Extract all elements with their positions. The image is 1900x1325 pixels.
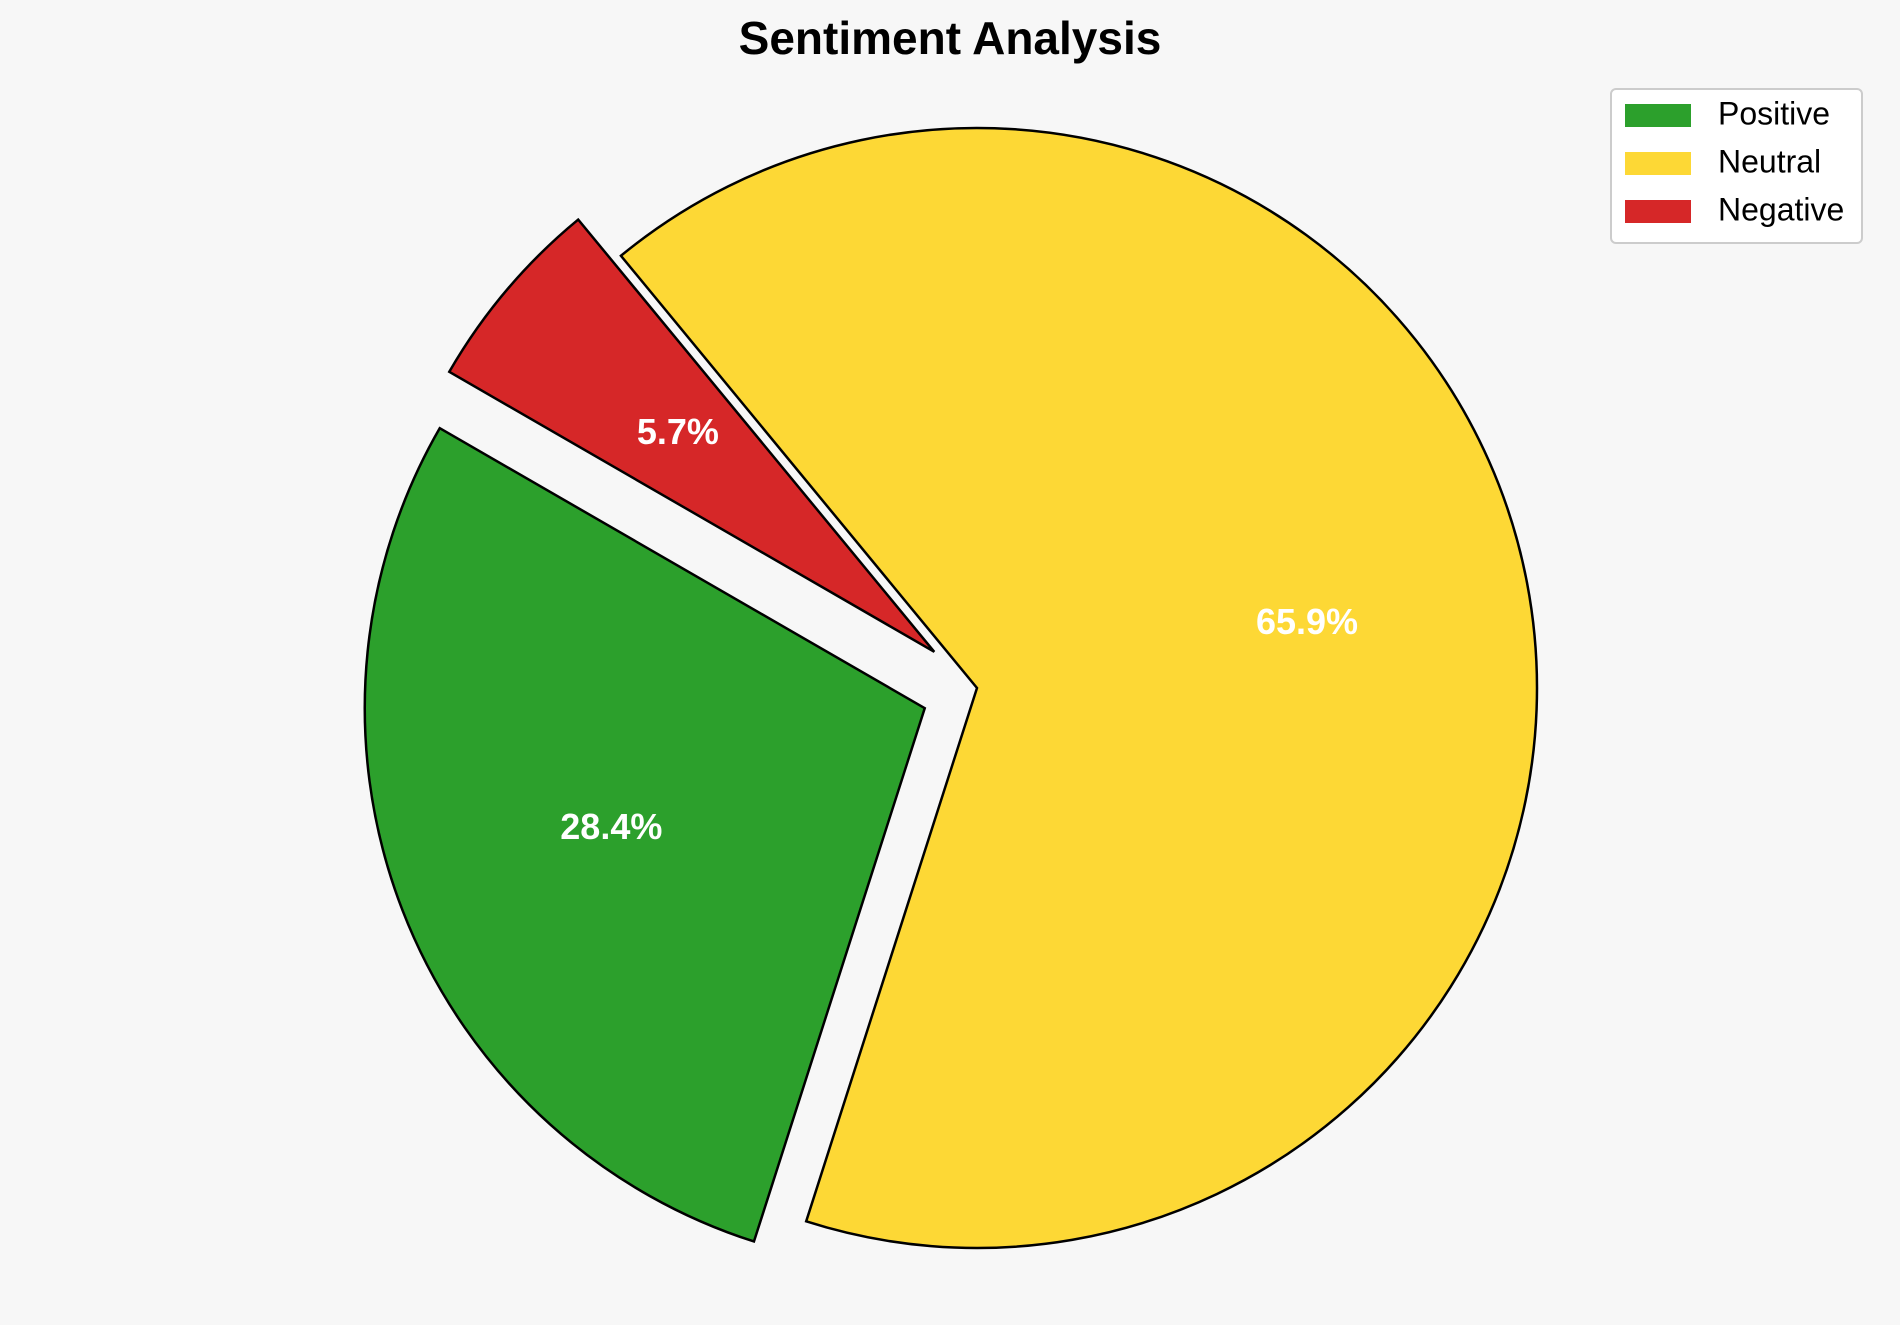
slices-layer <box>363 126 1539 1250</box>
slice-label-neutral: 65.9% <box>1256 601 1358 642</box>
legend-label-positive: Positive <box>1718 95 1830 131</box>
chart-title: Sentiment Analysis <box>739 12 1162 64</box>
legend-swatch-neutral <box>1625 152 1691 175</box>
legend-swatch-positive <box>1625 104 1691 127</box>
legend-label-neutral: Neutral <box>1718 143 1821 179</box>
slice-label-negative: 5.7% <box>637 411 719 452</box>
pie-slice-negative <box>447 217 936 653</box>
pie-slice-neutral <box>619 126 1539 1250</box>
legend-label-negative: Negative <box>1718 191 1844 227</box>
slice-label-positive: 28.4% <box>560 806 662 847</box>
legend-swatch-negative <box>1625 200 1691 223</box>
labels-layer: 28.4% 65.9% 5.7% <box>560 411 1358 847</box>
legend: Positive Neutral Negative <box>1610 88 1863 244</box>
pie-slice-positive <box>363 426 927 1244</box>
